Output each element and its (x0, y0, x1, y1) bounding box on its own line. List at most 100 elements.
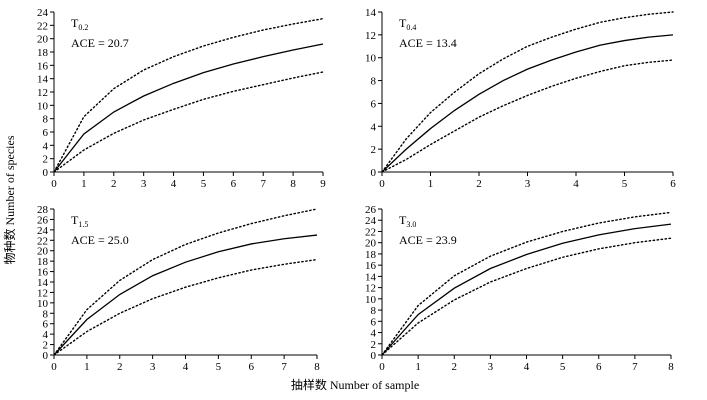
y-tick-label: 8 (43, 114, 49, 126)
axis-frame (381, 209, 671, 356)
x-tick-label: 5 (216, 361, 222, 373)
x-tick-label: 5 (560, 361, 566, 373)
y-tick-label: 4 (43, 329, 49, 341)
y-tick-label: 22 (37, 20, 48, 32)
y-tick-label: 16 (37, 267, 49, 279)
y-tick-label: 14 (365, 7, 377, 19)
series-mean-line (381, 34, 674, 173)
y-tick-label: 4 (43, 140, 49, 152)
series-lower-line (53, 258, 318, 356)
y-tick-label: 0 (43, 167, 49, 179)
x-tick-label: 4 (573, 178, 579, 190)
y-tick-label: 6 (371, 98, 377, 110)
y-tick-label: 20 (365, 238, 377, 250)
y-tick-label: 10 (37, 298, 49, 310)
series-upper-line (381, 211, 672, 356)
y-axis-title: 物种数 Number of species (2, 135, 17, 264)
x-tick-label: 2 (117, 361, 123, 373)
y-tick-label: 14 (37, 74, 49, 86)
y-tick-label: 8 (43, 308, 49, 320)
panel-label-main: T (399, 16, 407, 30)
series-lower-line (381, 237, 672, 356)
y-tick-label: 28 (37, 204, 49, 216)
x-tick-label: 8 (314, 361, 320, 373)
x-tick-label: 7 (632, 361, 638, 373)
y-tick-label: 10 (37, 100, 49, 112)
x-tick-label: 0 (51, 361, 57, 373)
x-tick-label: 6 (249, 361, 255, 373)
y-tick-label: 22 (37, 235, 48, 247)
x-tick-label: 0 (379, 178, 385, 190)
x-tick-label: 2 (111, 178, 117, 190)
y-tick-label: 14 (37, 277, 49, 289)
y-tick-label: 2 (43, 154, 49, 166)
panel-label: T0.2 (71, 16, 88, 32)
x-tick-label: 1 (428, 178, 434, 190)
x-tick-label: 6 (596, 361, 602, 373)
y-tick-label: 26 (37, 214, 49, 226)
y-tick-label: 16 (365, 260, 377, 272)
y-tick-label: 12 (37, 287, 48, 299)
x-tick-label: 5 (201, 178, 207, 190)
y-tick-label: 18 (37, 47, 49, 59)
y-tick-label: 8 (371, 76, 377, 88)
panel-label-sub: 0.4 (406, 23, 416, 32)
y-tick-label: 2 (371, 339, 377, 351)
y-tick-label: 6 (371, 316, 377, 328)
y-tick-label: 0 (371, 350, 377, 362)
panel-label-main: T (71, 213, 79, 227)
y-tick-label: 16 (37, 60, 49, 72)
panel-label: T0.4 (399, 16, 416, 32)
x-tick-label: 6 (231, 178, 237, 190)
x-tick-label: 8 (290, 178, 296, 190)
series-lower-line (53, 71, 324, 173)
y-tick-label: 6 (43, 319, 49, 331)
panel-label-sub: 3.0 (406, 220, 416, 229)
x-tick-label: 8 (668, 361, 674, 373)
y-tick-label: 20 (37, 34, 49, 46)
y-tick-label: 10 (365, 294, 377, 306)
panel-label-main: T (71, 16, 79, 30)
x-tick-label: 0 (51, 178, 57, 190)
x-tick-label: 1 (84, 361, 90, 373)
ace-label: ACE = 25.0 (71, 233, 129, 247)
y-tick-label: 10 (365, 53, 377, 65)
y-tick-label: 0 (371, 167, 377, 179)
panel-label-main: T (399, 213, 407, 227)
x-tick-label: 3 (525, 178, 531, 190)
ace-label: ACE = 23.9 (399, 233, 457, 247)
series-upper-line (381, 11, 674, 173)
x-tick-label: 1 (415, 361, 421, 373)
x-tick-label: 7 (260, 178, 266, 190)
panel-label: T1.5 (71, 213, 88, 229)
series-mean-line (53, 43, 324, 173)
y-tick-label: 24 (365, 215, 377, 227)
y-tick-label: 2 (43, 340, 49, 352)
series-upper-line (53, 17, 324, 173)
x-tick-label: 9 (320, 178, 326, 190)
y-tick-label: 12 (365, 30, 376, 42)
y-tick-label: 4 (371, 328, 377, 340)
x-tick-label: 3 (488, 361, 494, 373)
x-tick-label: 6 (670, 178, 676, 190)
x-tick-label: 4 (524, 361, 530, 373)
x-tick-label: 4 (171, 178, 177, 190)
y-tick-label: 26 (365, 204, 377, 216)
x-tick-label: 2 (452, 361, 458, 373)
y-tick-label: 8 (371, 305, 377, 317)
y-tick-label: 22 (365, 226, 376, 238)
y-tick-label: 6 (43, 127, 49, 139)
panel-label-sub: 0.2 (78, 23, 88, 32)
y-tick-label: 0 (43, 350, 49, 362)
x-tick-label: 0 (379, 361, 385, 373)
x-tick-label: 3 (141, 178, 147, 190)
x-tick-label: 1 (81, 178, 87, 190)
panel-label: T3.0 (399, 213, 416, 229)
x-tick-label: 5 (622, 178, 628, 190)
series-lower-line (381, 59, 674, 173)
